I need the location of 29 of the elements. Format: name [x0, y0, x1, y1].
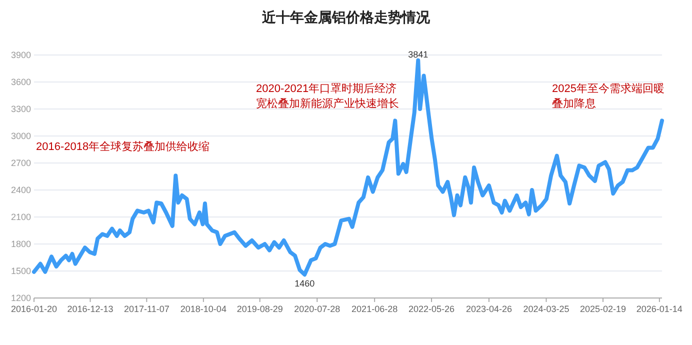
- x-tick-label: 2018-10-04: [180, 304, 226, 314]
- line-series: [32, 58, 664, 277]
- y-tick-label: 3600: [10, 77, 31, 87]
- y-tick-label: 3300: [10, 104, 31, 114]
- x-tick-label: 2020-07-28: [294, 304, 340, 314]
- x-tick-label: 2016-01-20: [10, 304, 58, 314]
- y-tick-label: 3000: [10, 131, 31, 141]
- annotation: 2025年至今需求端回暖叠加降息: [552, 82, 664, 110]
- x-tick-label: 2021-06-28: [352, 304, 398, 314]
- y-tick-label: 2400: [10, 185, 31, 195]
- y-tick-label: 2100: [10, 212, 31, 222]
- x-tick-label: 2024-03-25: [523, 304, 570, 314]
- y-tick-label: 1200: [10, 293, 31, 303]
- x-tick-label: 2026-01-14: [636, 304, 682, 314]
- y-tick-label: 3900: [10, 50, 31, 60]
- annotation: 3841: [408, 49, 428, 60]
- y-tick-label: 1800: [10, 239, 31, 249]
- y-tick-label: 2700: [10, 158, 31, 168]
- x-tick-label: 2016-12-13: [67, 304, 114, 314]
- x-tick-label: 2022-05-26: [408, 304, 455, 314]
- chart-title: 近十年金属铝价格走势情况: [261, 9, 431, 25]
- x-tick-label: 2017-11-07: [124, 304, 170, 314]
- x-tick-label: 2019-08-29: [236, 304, 283, 314]
- annotation: 2016-2018年全球复苏叠加供给收缩: [36, 140, 210, 153]
- annotation: 1460: [294, 278, 315, 289]
- x-tick-label: 2023-04-26: [466, 304, 512, 314]
- annotation: 2020-2021年口罩时期后经济宽松叠加新能源产业快速增长: [256, 82, 399, 110]
- x-tick-label: 2025-02-19: [580, 304, 626, 314]
- y-tick-label: 1500: [10, 266, 31, 276]
